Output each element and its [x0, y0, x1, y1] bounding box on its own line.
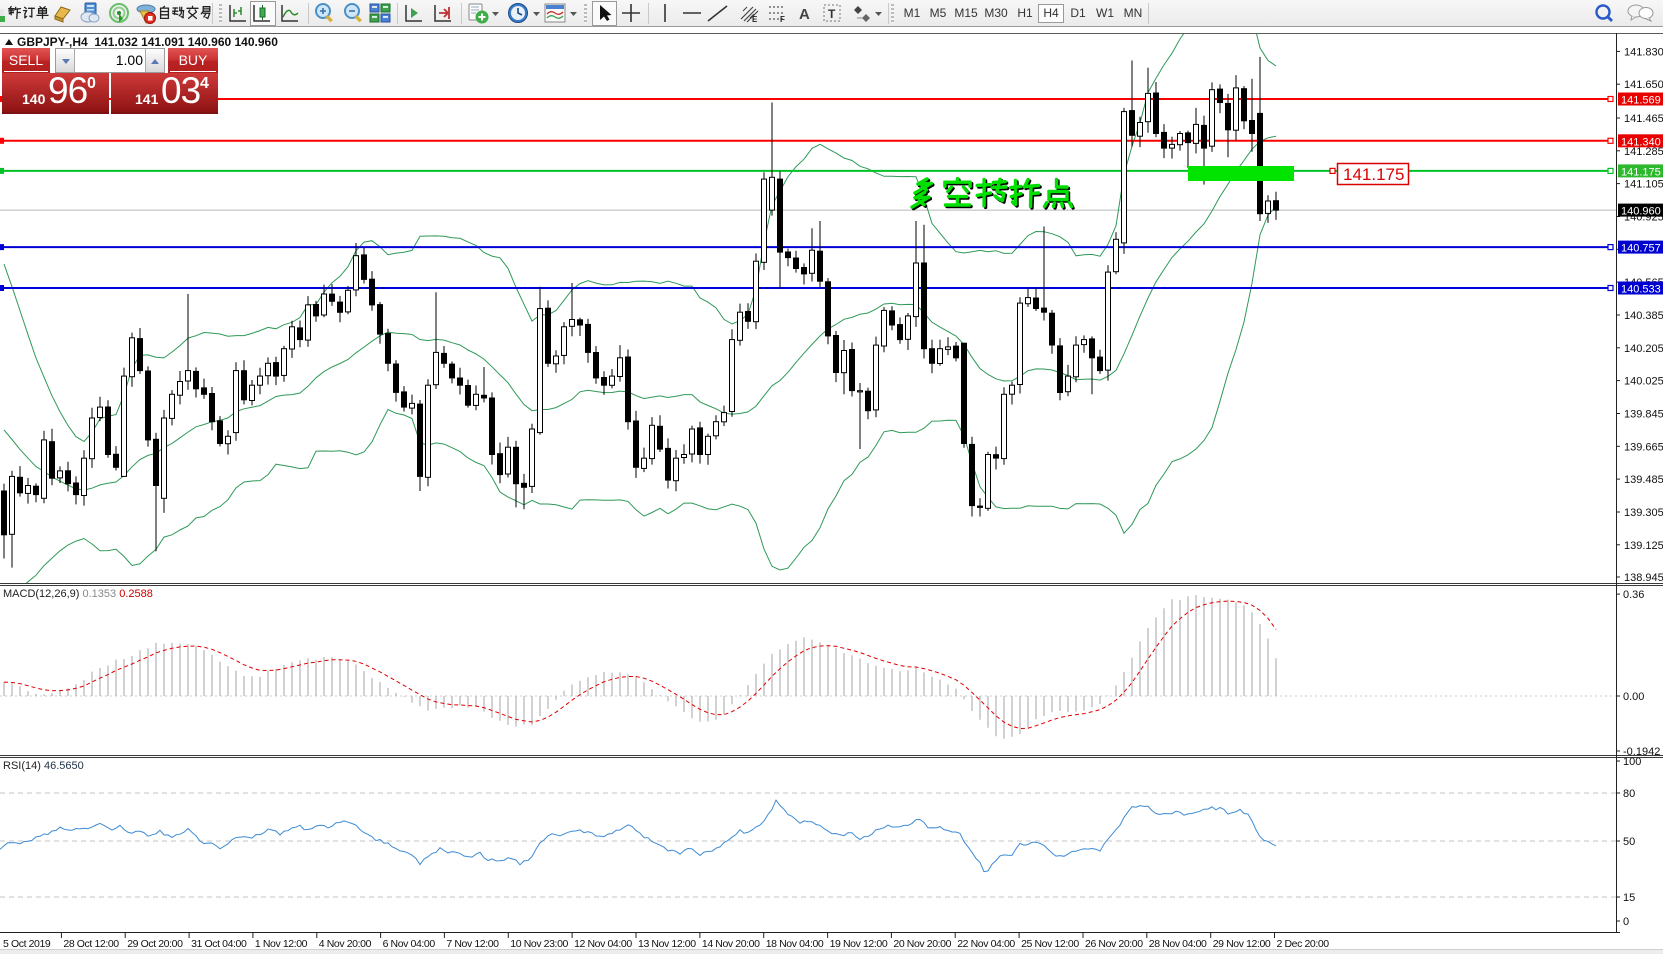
svg-text:138.945: 138.945	[1624, 572, 1663, 584]
svg-text:6 Nov 04:00: 6 Nov 04:00	[383, 938, 436, 950]
svg-text:10 Nov 23:00: 10 Nov 23:00	[510, 938, 568, 950]
svg-text:29 Oct 20:00: 29 Oct 20:00	[127, 938, 183, 950]
svg-text:22 Nov 04:00: 22 Nov 04:00	[957, 938, 1015, 950]
svg-text:141.465: 141.465	[1624, 113, 1663, 125]
svg-text:-0.1942: -0.1942	[1623, 746, 1660, 758]
svg-text:14 Nov 20:00: 14 Nov 20:00	[702, 938, 760, 950]
svg-text:28 Oct 12:00: 28 Oct 12:00	[63, 938, 119, 950]
svg-text:139.845: 139.845	[1624, 409, 1663, 421]
svg-text:E: E	[752, 15, 758, 24]
svg-text:140.385: 140.385	[1624, 310, 1663, 322]
svg-text:5 Oct 2019: 5 Oct 2019	[3, 938, 51, 950]
svg-text:139.125: 139.125	[1624, 540, 1663, 552]
svg-text:140.757: 140.757	[1621, 243, 1661, 255]
svg-text:A: A	[799, 6, 810, 23]
svg-text:141.340: 141.340	[1621, 136, 1661, 148]
svg-text:4 Nov 20:00: 4 Nov 20:00	[319, 938, 372, 950]
svg-text:29 Nov 12:00: 29 Nov 12:00	[1213, 938, 1271, 950]
svg-text:0.36: 0.36	[1623, 589, 1644, 601]
svg-text:80: 80	[1623, 788, 1635, 800]
svg-text:140.960: 140.960	[1621, 206, 1661, 218]
svg-text:20 Nov 20:00: 20 Nov 20:00	[893, 938, 951, 950]
svg-text:26 Nov 20:00: 26 Nov 20:00	[1085, 938, 1143, 950]
svg-text:F: F	[780, 15, 785, 24]
svg-text:T: T	[828, 7, 836, 21]
svg-text:28 Nov 04:00: 28 Nov 04:00	[1149, 938, 1207, 950]
svg-text:50: 50	[1623, 836, 1635, 848]
svg-text:141.105: 141.105	[1624, 179, 1663, 191]
svg-text:140.533: 140.533	[1621, 284, 1661, 296]
svg-text:7 Nov 12:00: 7 Nov 12:00	[446, 938, 499, 950]
svg-text:0: 0	[1623, 916, 1629, 928]
svg-text:139.665: 139.665	[1624, 441, 1663, 453]
svg-text:141.175: 141.175	[1343, 165, 1404, 184]
svg-text:2 Dec 20:00: 2 Dec 20:00	[1277, 938, 1330, 950]
svg-text:0.00: 0.00	[1623, 691, 1644, 703]
svg-text:18 Nov 04:00: 18 Nov 04:00	[766, 938, 824, 950]
svg-text:139.305: 139.305	[1624, 507, 1663, 519]
svg-text:25 Nov 12:00: 25 Nov 12:00	[1021, 938, 1079, 950]
svg-text:31 Oct 04:00: 31 Oct 04:00	[191, 938, 247, 950]
svg-text:19 Nov 12:00: 19 Nov 12:00	[830, 938, 888, 950]
svg-text:139.485: 139.485	[1624, 474, 1663, 486]
svg-text:12 Nov 04:00: 12 Nov 04:00	[574, 938, 632, 950]
svg-text:100: 100	[1623, 756, 1641, 768]
svg-text:141.569: 141.569	[1621, 95, 1661, 107]
svg-text:15: 15	[1623, 892, 1635, 904]
svg-text:141.830: 141.830	[1624, 46, 1663, 58]
svg-text:1 Nov 12:00: 1 Nov 12:00	[255, 938, 308, 950]
svg-text:140.205: 140.205	[1624, 343, 1663, 355]
svg-text:13 Nov 12:00: 13 Nov 12:00	[638, 938, 696, 950]
svg-text:141.285: 141.285	[1624, 146, 1663, 158]
svg-text:141.650: 141.650	[1624, 79, 1663, 91]
svg-text:140.025: 140.025	[1624, 376, 1663, 388]
svg-text:141.175: 141.175	[1621, 166, 1661, 178]
